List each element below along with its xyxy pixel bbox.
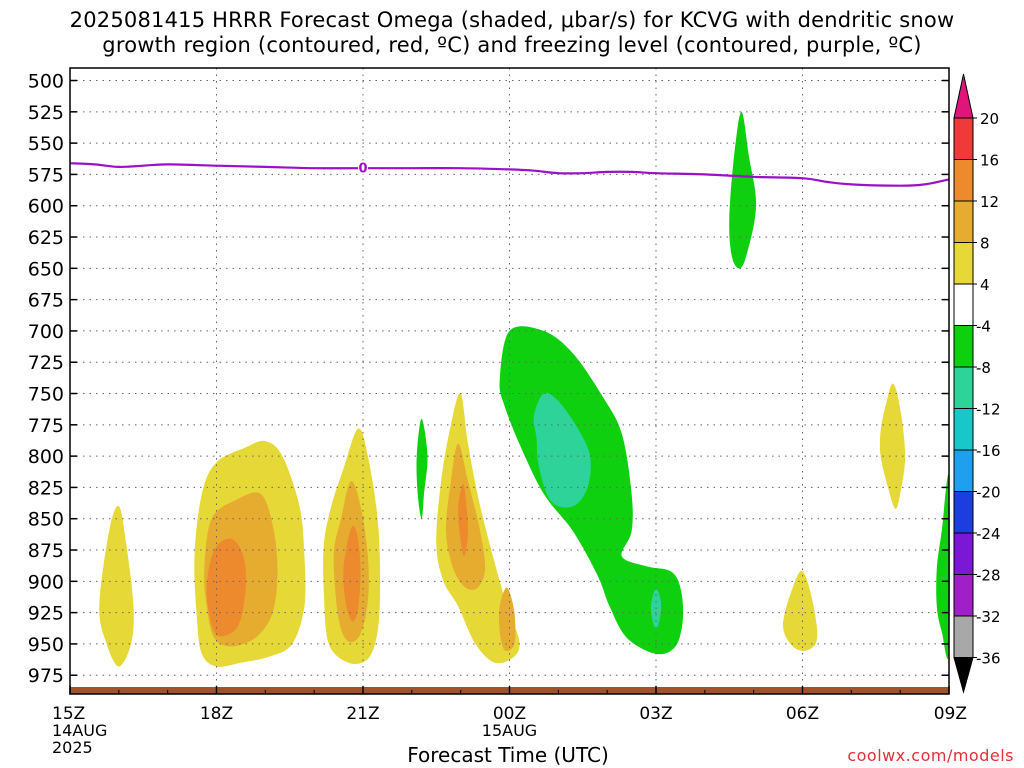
colorbar-bin-9: [953, 449, 974, 492]
colorbar-label--24: -24: [976, 525, 1001, 543]
colorbar-bin-12: [953, 574, 974, 617]
y-tick-label-850: 850: [28, 509, 64, 531]
x-tick-label-03Z: 03Z: [639, 704, 672, 724]
y-tick-label-600: 600: [28, 196, 64, 218]
chart-title-line2: growth region (contoured, red, ºC) and f…: [102, 33, 922, 57]
omega-shaded-regions: [70, 111, 950, 694]
freezing-level-label: 0: [358, 162, 367, 177]
colorbar-bin-3: [953, 200, 974, 243]
y-tick-label-800: 800: [28, 446, 64, 468]
y-tick-label-500: 500: [28, 71, 64, 93]
colorbar-bin-11: [953, 532, 974, 575]
colorbar-label-16: 16: [980, 152, 999, 170]
colorbar-bin-2: [953, 159, 974, 202]
y-tick-label-875: 875: [28, 540, 64, 562]
y-tick-label-825: 825: [28, 477, 64, 499]
y-tick-label-625: 625: [28, 227, 64, 249]
y-tick-label-675: 675: [28, 290, 64, 312]
x-tick-label-00Z: 00Z: [493, 704, 526, 724]
x-tick-label-15Z: 15Z: [52, 704, 85, 724]
colorbar-bin-8: [953, 408, 974, 451]
omega-region-15: [729, 111, 757, 269]
colorbar-label--8: -8: [976, 359, 991, 377]
y-tick-label-650: 650: [28, 258, 64, 280]
credit-text: coolwx.com/models: [847, 746, 1014, 765]
omega-region-13: [533, 392, 591, 508]
omega-region-17: [879, 383, 906, 509]
x-tick-label-21Z: 21Z: [346, 704, 379, 724]
x-tick-sublabel-15AUG: 15AUG: [482, 721, 537, 740]
y-tick-label-750: 750: [28, 384, 64, 406]
colorbar-label-20: 20: [980, 110, 999, 128]
colorbar-label--32: -32: [976, 608, 1001, 626]
colorbar-bottom-arrow: [953, 657, 974, 694]
colorbar-bin-4: [953, 242, 974, 285]
omega-region-11: [498, 587, 516, 651]
colorbar-bin-6: [953, 325, 974, 368]
colorbar-label--20: -20: [976, 484, 1001, 502]
colorbar-bin-10: [953, 491, 974, 534]
y-tick-label-700: 700: [28, 321, 64, 343]
colorbar-bin-1: [953, 117, 974, 160]
omega-region-18: [936, 474, 950, 660]
omega-region-16: [783, 571, 818, 651]
colorbar-label--4: -4: [976, 318, 991, 336]
colorbar-bin-7: [953, 366, 974, 409]
colorbar: 20 16 12 8 4 -4 -8 -12 -16 -20 -24 -28 -32 -36: [953, 73, 1001, 694]
colorbar-label-12: 12: [980, 193, 999, 211]
colorbar-label--28: -28: [976, 567, 1001, 585]
x-tick-sublabel-14AUG: 14AUG: [52, 721, 107, 740]
chart-title-line1: 2025081415 HRRR Forecast Omega (shaded, …: [69, 8, 955, 32]
colorbar-label--36: -36: [976, 650, 1001, 668]
y-tick-label-775: 775: [28, 415, 64, 437]
x-tick-label-09Z: 09Z: [934, 704, 967, 724]
y-tick-label-525: 525: [28, 102, 64, 124]
y-tick-label-575: 575: [28, 164, 64, 186]
y-tick-label-925: 925: [28, 603, 64, 625]
x-axis-label: Forecast Time (UTC): [407, 743, 609, 767]
omega-region-10: [458, 483, 469, 557]
y-tick-label-725: 725: [28, 352, 64, 374]
x-tick-sublabel-2025: 2025: [52, 738, 93, 757]
colorbar-label--12: -12: [976, 401, 1001, 419]
freezing-level-label-bg: [358, 160, 368, 175]
y-axis: 500 525 550 575 600 625 650 675 700 725 750 775 800 8…: [28, 71, 949, 687]
freezing-level-line: [69, 162, 950, 187]
y-tick-label-550: 550: [28, 133, 64, 155]
x-tick-label-18Z: 18Z: [200, 704, 233, 724]
y-tick-label-975: 975: [28, 665, 64, 687]
omega-region-7: [416, 418, 428, 519]
x-tick-label-06Z: 06Z: [786, 704, 819, 724]
colorbar-label-8: 8: [980, 235, 990, 253]
omega-region-0: [99, 505, 134, 667]
colorbar-top-arrow: [953, 73, 974, 119]
colorbar-bin-5: [953, 283, 974, 326]
colorbar-label-4: 4: [980, 276, 990, 294]
y-tick-label-900: 900: [28, 571, 64, 593]
y-tick-label-950: 950: [28, 634, 64, 656]
colorbar-bin-13: [953, 615, 974, 658]
freezing-level-contour: 0: [69, 160, 950, 187]
colorbar-label--16: -16: [976, 442, 1001, 460]
